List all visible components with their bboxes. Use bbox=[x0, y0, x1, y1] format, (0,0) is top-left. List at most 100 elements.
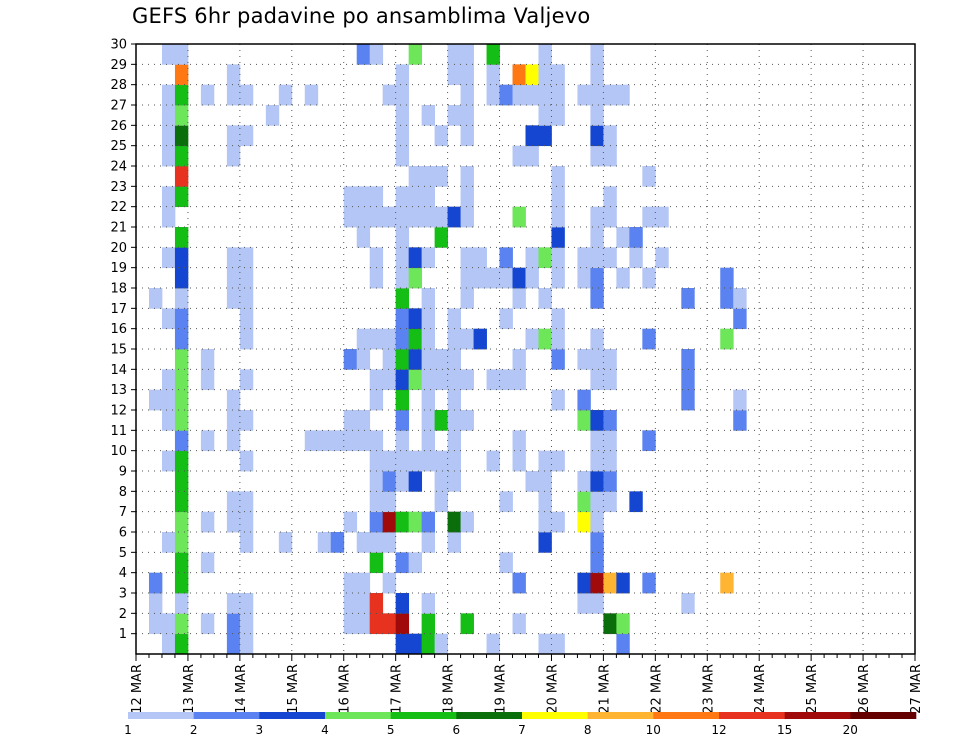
legend-label: 4 bbox=[321, 723, 329, 737]
heatmap-cell bbox=[447, 349, 461, 370]
heatmap-cell bbox=[512, 206, 526, 228]
heatmap-cell bbox=[148, 288, 163, 309]
y-tick-label: 24 bbox=[110, 160, 127, 175]
y-tick-label: 10 bbox=[110, 444, 127, 459]
heatmap-cell bbox=[395, 227, 410, 248]
heatmap-cell bbox=[590, 593, 604, 614]
heatmap-cell bbox=[174, 308, 189, 330]
heatmap-cell bbox=[577, 267, 591, 289]
heatmap-cell bbox=[174, 613, 189, 635]
heatmap-cell bbox=[538, 471, 552, 492]
heatmap-cell bbox=[226, 613, 241, 635]
x-tick-label: 24 MAR bbox=[753, 664, 768, 714]
heatmap-cells bbox=[148, 44, 747, 655]
heatmap-cell bbox=[525, 328, 539, 350]
heatmap-cell bbox=[486, 84, 500, 106]
heatmap-cell bbox=[733, 288, 747, 309]
heatmap-cell bbox=[473, 328, 487, 350]
y-tick-label: 15 bbox=[110, 343, 127, 358]
heatmap-cell bbox=[577, 410, 591, 431]
heatmap-cell bbox=[317, 532, 332, 553]
heatmap-cell bbox=[603, 206, 617, 228]
x-tick-label: 16 MAR bbox=[338, 664, 353, 714]
heatmap-cell bbox=[434, 369, 448, 391]
heatmap-cell bbox=[447, 328, 461, 350]
heatmap-cell bbox=[421, 593, 436, 614]
heatmap-cell bbox=[551, 105, 565, 126]
heatmap-cell bbox=[577, 471, 591, 492]
heatmap-cell bbox=[369, 267, 384, 289]
heatmap-cell bbox=[616, 227, 630, 248]
heatmap-cell bbox=[200, 430, 215, 452]
y-tick-label: 27 bbox=[110, 99, 127, 114]
heatmap-cell bbox=[512, 572, 526, 594]
heatmap-cell bbox=[395, 430, 410, 452]
heatmap-cell bbox=[681, 593, 695, 614]
y-tick-label: 9 bbox=[119, 465, 127, 480]
heatmap-cell bbox=[421, 186, 436, 208]
heatmap-cell bbox=[603, 84, 617, 106]
heatmap-cell bbox=[590, 450, 604, 472]
heatmap-cell bbox=[408, 206, 423, 228]
heatmap-cell bbox=[590, 552, 604, 574]
heatmap-cell bbox=[395, 410, 410, 431]
heatmap-cell bbox=[408, 328, 423, 350]
heatmap-cell bbox=[512, 84, 526, 106]
y-tick-label: 1 bbox=[119, 627, 127, 642]
legend-swatch bbox=[456, 712, 523, 719]
heatmap-cell bbox=[239, 511, 254, 533]
heatmap-cell bbox=[395, 328, 410, 350]
legend-label: 15 bbox=[777, 723, 792, 737]
heatmap-cell bbox=[226, 511, 241, 533]
heatmap-cell bbox=[226, 491, 241, 513]
heatmap-cell bbox=[590, 247, 604, 269]
heatmap-cell bbox=[174, 84, 189, 106]
heatmap-cell bbox=[369, 491, 384, 513]
heatmap-cell bbox=[408, 511, 423, 533]
heatmap-cell bbox=[408, 186, 423, 208]
heatmap-cell bbox=[538, 44, 552, 65]
heatmap-cell bbox=[512, 267, 526, 289]
heatmap-cell bbox=[603, 491, 617, 513]
heatmap-cell bbox=[551, 267, 565, 289]
heatmap-cell bbox=[174, 44, 189, 65]
heatmap-cell bbox=[174, 552, 189, 574]
heatmap-cell bbox=[408, 633, 423, 655]
heatmap-cell bbox=[356, 430, 371, 452]
heatmap-cell bbox=[499, 552, 513, 574]
heatmap-cell bbox=[551, 450, 565, 472]
y-tick-label: 25 bbox=[110, 139, 127, 154]
heatmap-cell bbox=[369, 532, 384, 553]
heatmap-cell bbox=[460, 511, 474, 533]
heatmap-cell bbox=[616, 613, 630, 635]
heatmap-cell bbox=[434, 450, 448, 472]
heatmap-cell bbox=[590, 145, 604, 167]
heatmap-cell bbox=[590, 64, 604, 86]
heatmap-cell bbox=[551, 349, 565, 370]
heatmap-cell bbox=[525, 64, 539, 86]
heatmap-cell bbox=[434, 491, 448, 513]
heatmap-cell bbox=[538, 64, 552, 86]
heatmap-cell bbox=[161, 308, 176, 330]
x-tick-label: 12 MAR bbox=[130, 664, 145, 714]
legend-label: 3 bbox=[255, 723, 263, 737]
heatmap-cell bbox=[525, 267, 539, 289]
heatmap-cell bbox=[200, 349, 215, 370]
heatmap-cell bbox=[395, 349, 410, 370]
legend-swatch bbox=[259, 712, 326, 719]
heatmap-cell bbox=[577, 349, 591, 370]
heatmap-cell bbox=[447, 532, 461, 553]
heatmap-cell bbox=[395, 511, 410, 533]
heatmap-cell bbox=[486, 450, 500, 472]
heatmap-cell bbox=[538, 125, 552, 147]
heatmap-cell bbox=[551, 84, 565, 106]
heatmap-cell bbox=[551, 247, 565, 269]
heatmap-cell bbox=[395, 593, 410, 614]
heatmap-cell bbox=[577, 84, 591, 106]
heatmap-cell bbox=[460, 186, 474, 208]
heatmap-cell bbox=[395, 369, 410, 391]
heatmap-cell bbox=[239, 491, 254, 513]
heatmap-cell bbox=[447, 308, 461, 330]
heatmap-cell bbox=[642, 572, 656, 594]
heatmap-cell bbox=[512, 349, 526, 370]
